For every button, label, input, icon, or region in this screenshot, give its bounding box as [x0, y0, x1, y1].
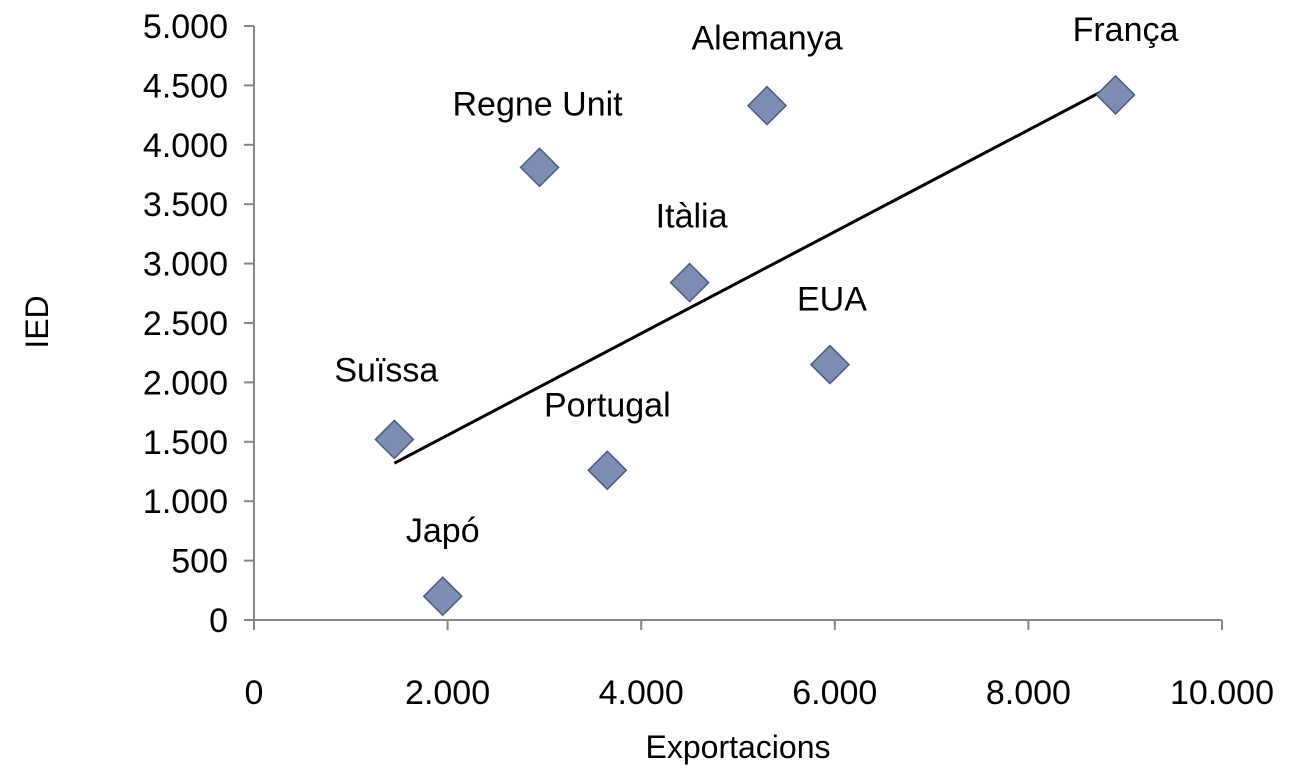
point-labels: França Alemanya Regne Unit Itàlia EUA Suïssa P…	[334, 11, 1178, 550]
y-axis-ticks: 0 500 1.000 1.500 2.000 2.500 3.000 3.500 4.000 4…	[143, 8, 254, 640]
x-tick-label: 0	[245, 674, 264, 712]
trendline	[393, 82, 1117, 465]
data-point-marker	[809, 344, 851, 385]
y-tick-label: 4.000	[143, 127, 228, 165]
data-point-marker	[519, 147, 560, 188]
data-point-label: Portugal	[544, 386, 671, 424]
x-axis-ticks: 0 2.000 4.000 6.000 8.000 10.000	[245, 620, 1274, 712]
data-point-label: Alemanya	[691, 20, 842, 58]
y-tick-label: 3.000	[143, 246, 228, 284]
data-point-marker	[1095, 74, 1136, 115]
y-tick-label: 3.500	[143, 186, 228, 224]
data-point-marker	[587, 450, 628, 491]
x-tick-label: 8.000	[986, 674, 1071, 712]
data-point-label: Regne Unit	[453, 85, 624, 123]
data-point-marker	[374, 419, 415, 460]
data-point-label: França	[1073, 11, 1179, 49]
y-tick-label: 1.000	[143, 483, 228, 521]
y-tick-label: 2.500	[143, 305, 228, 343]
x-tick-label: 10.000	[1170, 674, 1274, 712]
y-tick-label: 500	[171, 543, 228, 581]
data-point-marker	[669, 262, 710, 303]
data-points	[374, 74, 1136, 617]
y-tick-label: 1.500	[143, 424, 228, 462]
data-point-label: Itàlia	[656, 198, 728, 236]
x-axis-title: Exportacions	[646, 729, 831, 765]
data-point-label: Japó	[406, 512, 480, 550]
data-point-marker	[422, 576, 463, 617]
x-tick-label: 6.000	[792, 674, 877, 712]
data-point-label: EUA	[797, 281, 867, 319]
y-tick-label: 0	[209, 602, 228, 640]
data-point-label: Suïssa	[334, 351, 438, 389]
y-axis-title: IED	[19, 295, 55, 348]
y-tick-label: 2.000	[143, 364, 228, 402]
y-tick-label: 4.500	[143, 67, 228, 105]
x-tick-label: 4.000	[599, 674, 684, 712]
x-tick-label: 2.000	[405, 674, 490, 712]
data-point-marker	[746, 85, 788, 126]
y-tick-label: 5.000	[143, 8, 228, 46]
